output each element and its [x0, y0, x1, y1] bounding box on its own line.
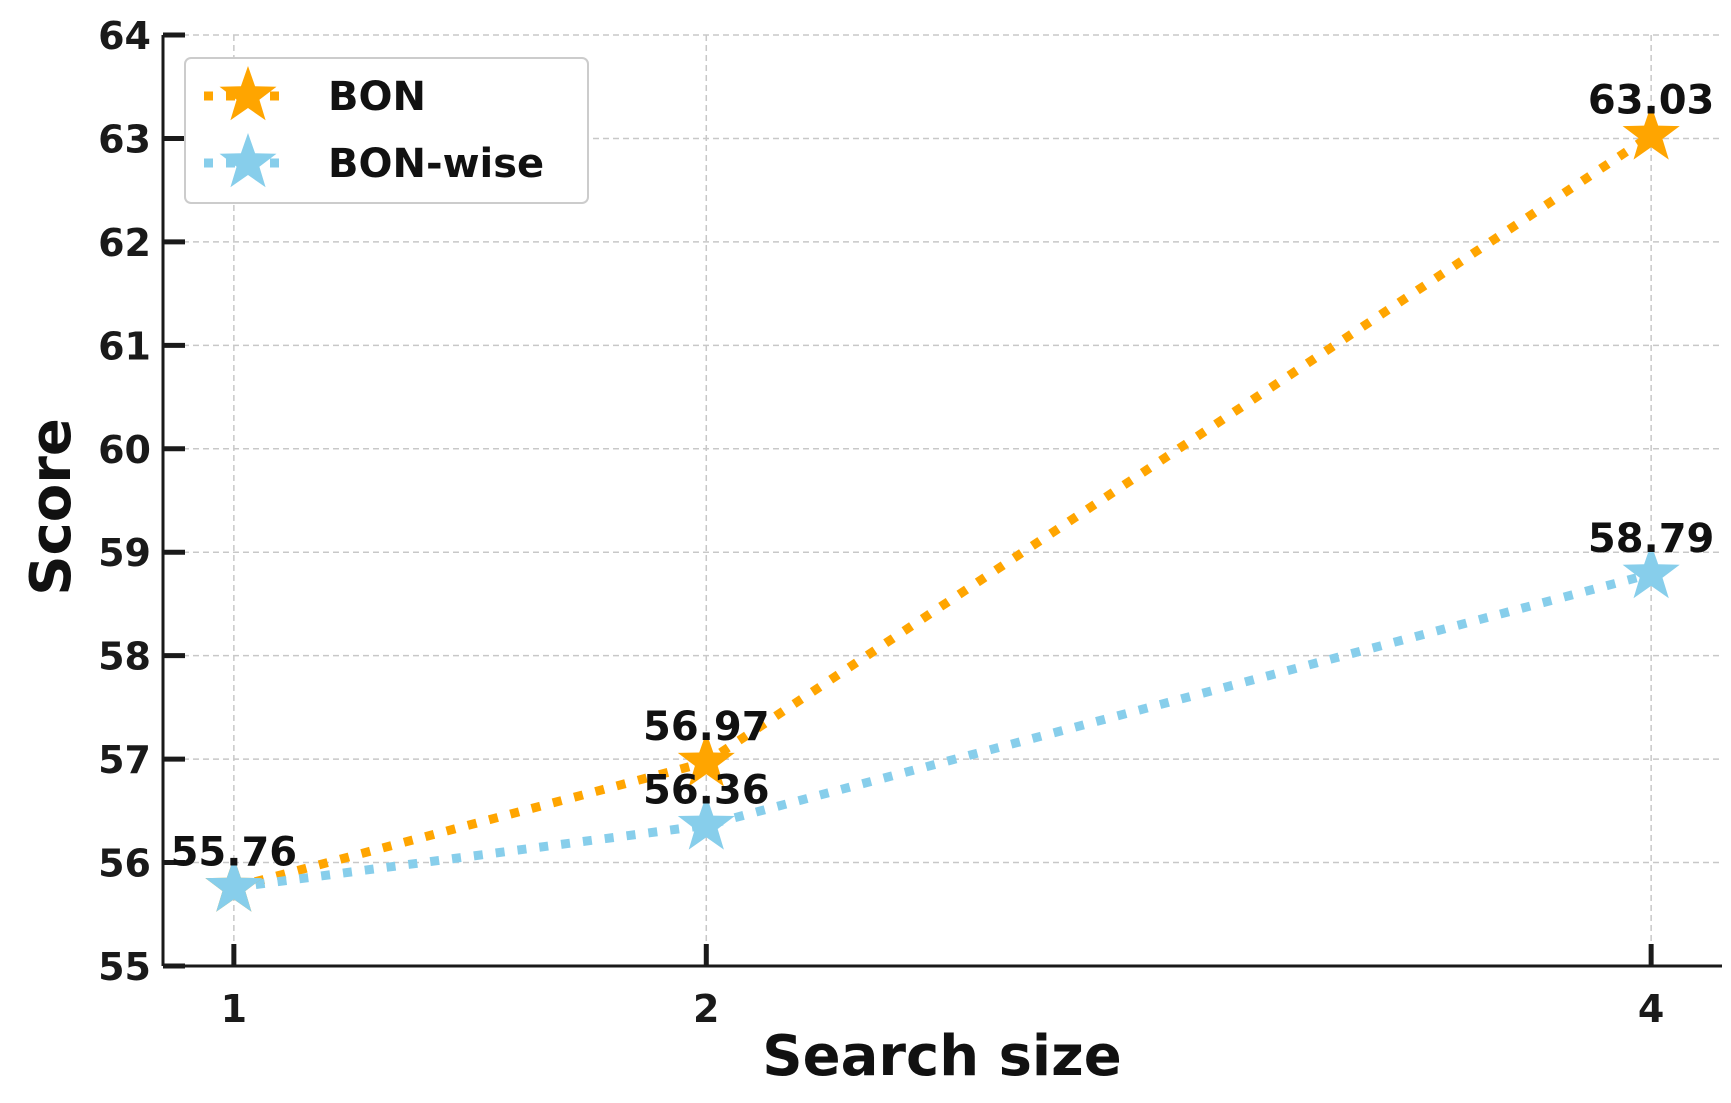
data-value-label: 63.03 [1588, 77, 1715, 123]
y-tick-label: 55 [98, 945, 151, 989]
axes [161, 35, 1722, 968]
y-tick-label: 62 [98, 221, 151, 265]
x-tick-label: 1 [221, 987, 247, 1031]
data-value-label: 55.76 [171, 829, 298, 875]
y-tick-label: 56 [98, 842, 151, 886]
data-value-label: 56.97 [643, 704, 770, 750]
data-value-label: 58.79 [1588, 516, 1715, 562]
y-tick-label: 63 [98, 117, 151, 161]
legend-star-marker [219, 133, 277, 188]
legend: BON BON-wise [184, 57, 589, 204]
data-point-star-marker [677, 795, 735, 850]
data-labels: 56.97 63.03 55.76 56.36 58.79 [171, 77, 1715, 875]
data-point-star-marker [1622, 105, 1680, 160]
y-axis-title: Score [19, 418, 84, 596]
y-tick-label: 61 [98, 324, 151, 368]
legend-box [184, 57, 589, 204]
x-axis-title: Search size [762, 1024, 1121, 1089]
y-tick-label: 60 [98, 428, 151, 472]
series-line [232, 131, 1654, 892]
y-tick-label: 64 [98, 14, 151, 58]
data-point-star-marker [205, 857, 263, 912]
data-point-star-marker [677, 732, 735, 787]
legend-label: BON-wise [328, 141, 544, 187]
x-tick-label: 2 [693, 987, 719, 1031]
y-ticks: 55 56 57 58 59 60 61 62 63 64 [98, 14, 185, 989]
x-tick-label: 4 [1638, 987, 1664, 1031]
x-ticks: 1 2 4 [221, 944, 1664, 1031]
legend-label: BON [328, 74, 426, 120]
y-tick-label: 58 [98, 635, 151, 679]
series [205, 105, 1680, 912]
data-point-star-marker [1622, 543, 1680, 599]
y-tick-label: 59 [98, 531, 151, 575]
y-tick-label: 57 [98, 738, 151, 782]
series-line [233, 569, 1653, 892]
legend-star-marker [219, 66, 277, 121]
data-value-label: 56.36 [643, 767, 770, 813]
